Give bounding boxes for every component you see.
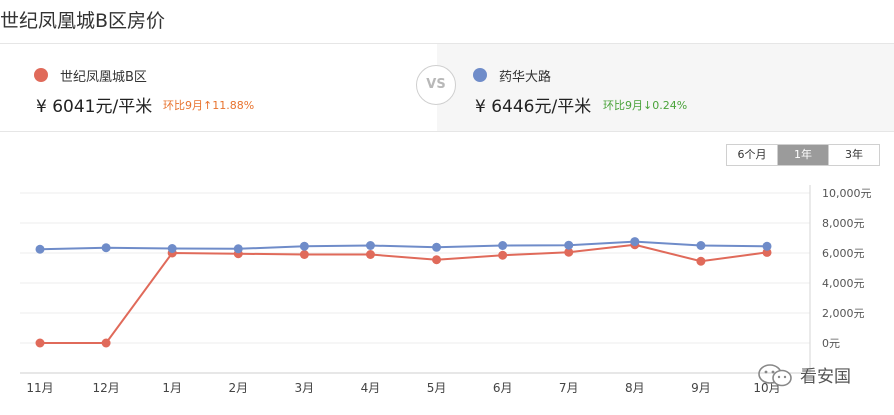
watermark-text: 看安国 xyxy=(800,367,851,387)
range-tab-1-year[interactable]: 1年 xyxy=(778,145,829,165)
vs-badge: VS xyxy=(416,65,456,105)
series-dot-right xyxy=(473,68,487,82)
x-tick-label: 6月 xyxy=(493,381,513,395)
x-tick-label: 4月 xyxy=(361,381,381,395)
series-1-point xyxy=(167,244,177,253)
series-1-point xyxy=(498,241,508,250)
range-selector: 6个月 1年 3年 xyxy=(726,144,880,166)
compare-left: 世纪凤凰城B区 ¥ 6041元/平米 环比9月↑11.88% xyxy=(0,44,437,131)
compare-right-price: ¥ 6446元/平米 xyxy=(475,97,592,117)
x-tick-label: 7月 xyxy=(559,381,579,395)
series-0-point xyxy=(233,249,243,259)
x-tick-label: 5月 xyxy=(427,381,447,395)
range-tab-3-years[interactable]: 3年 xyxy=(829,145,879,165)
x-tick-label: 12月 xyxy=(92,381,119,395)
series-1-point xyxy=(299,241,309,251)
range-tab-6-months[interactable]: 6个月 xyxy=(727,145,778,165)
page-title: 世纪凤凰城B区房价 xyxy=(0,10,166,32)
series-line-1 xyxy=(39,240,768,251)
x-tick-label: 1月 xyxy=(162,381,182,395)
compare-left-price: ¥ 6041元/平米 xyxy=(36,97,153,117)
x-tick-label: 11月 xyxy=(26,381,53,395)
compare-left-change: 环比9月↑11.88% xyxy=(163,99,255,112)
compare-right-change: 环比9月↓0.24% xyxy=(603,99,688,112)
series-1-point xyxy=(365,241,375,250)
compare-panel: 世纪凤凰城B区 ¥ 6041元/平米 环比9月↑11.88% 药华大路 ¥ 64… xyxy=(0,43,894,132)
series-0-point xyxy=(299,250,309,259)
series-0-point xyxy=(696,256,706,266)
x-tick-label: 9月 xyxy=(691,381,711,395)
series-0-point xyxy=(365,250,375,259)
x-tick-label: 8月 xyxy=(625,381,645,395)
series-0-point xyxy=(167,248,177,258)
series-1-point xyxy=(432,242,442,252)
y-tick-label: 0元 xyxy=(822,337,840,350)
compare-left-name: 世纪凤凰城B区 xyxy=(60,70,147,85)
wechat-icon xyxy=(758,363,792,386)
x-tick-label: 3月 xyxy=(295,381,315,395)
series-0-point xyxy=(498,250,508,260)
y-tick-label: 8,000元 xyxy=(822,217,865,230)
series-0-point xyxy=(35,338,45,348)
series-0-point xyxy=(564,247,574,257)
x-tick-label: 2月 xyxy=(228,381,248,395)
series-1-point xyxy=(101,243,111,253)
y-tick-label: 4,000元 xyxy=(822,277,865,290)
series-1-point xyxy=(762,241,772,251)
series-0-point xyxy=(630,240,640,250)
watermark: 看安国 xyxy=(756,362,851,387)
series-1-point xyxy=(564,240,574,250)
series-1-point xyxy=(233,244,243,254)
y-tick-label: 10,000元 xyxy=(822,187,872,200)
series-0-point xyxy=(101,338,111,348)
series-dot-left xyxy=(34,68,48,82)
series-0-point xyxy=(762,247,772,257)
y-tick-label: 6,000元 xyxy=(822,247,865,260)
y-tick-label: 2,000元 xyxy=(822,307,865,320)
series-1-point xyxy=(630,237,640,247)
series-1-point xyxy=(696,241,706,250)
compare-right: 药华大路 ¥ 6446元/平米 环比9月↓0.24% xyxy=(437,44,894,131)
series-1-point xyxy=(35,244,45,254)
compare-right-name: 药华大路 xyxy=(499,70,552,85)
series-line-0 xyxy=(40,243,768,344)
series-0-point xyxy=(432,255,442,265)
